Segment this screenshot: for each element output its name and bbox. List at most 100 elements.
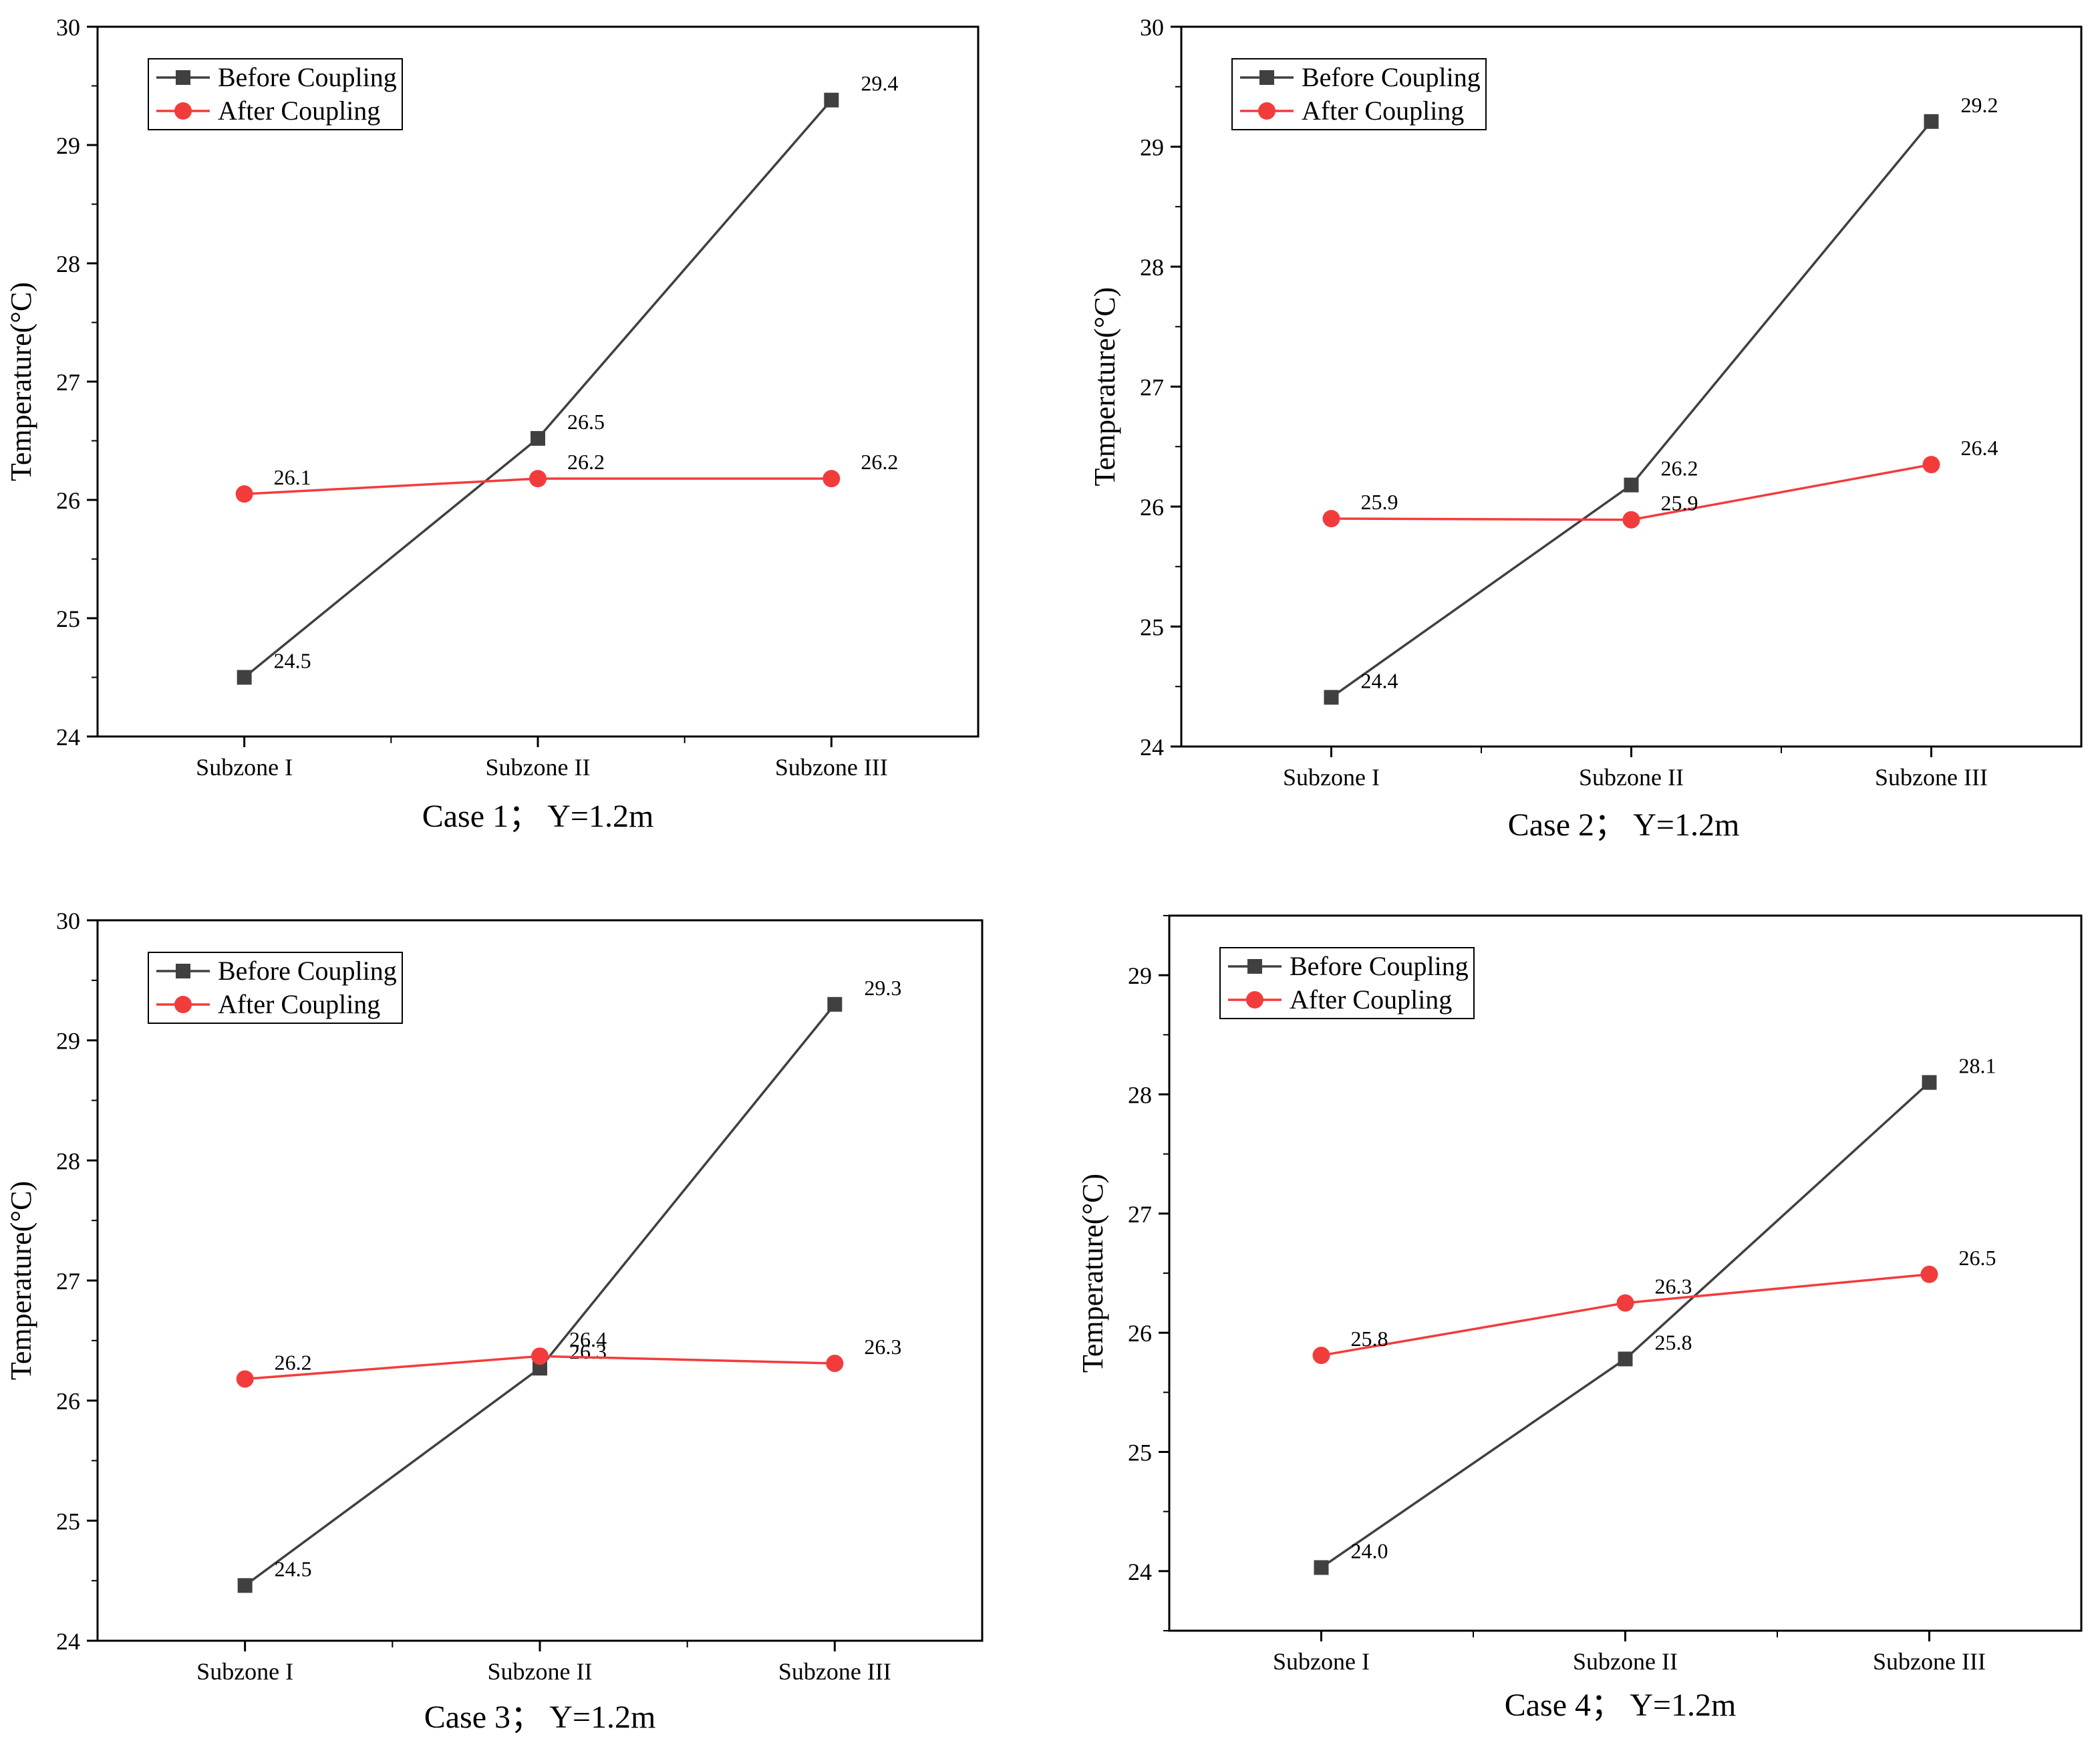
legend-box [1231, 58, 1487, 130]
y-axis-title: Temperature(°C) [1088, 287, 1121, 487]
data-point-before [1624, 477, 1639, 493]
y-tick-label: 29 [1140, 134, 1164, 161]
data-label: 29.2 [1961, 93, 1998, 117]
y-tick-label: 27 [56, 1268, 80, 1295]
y-tick-label: 24 [1128, 1559, 1152, 1585]
data-label: 26.3 [569, 1339, 607, 1363]
data-point-before [1324, 690, 1339, 705]
y-tick-label: 25 [56, 606, 80, 632]
legend-marker-circle [1258, 102, 1276, 120]
legend-label: Before Coupling [1302, 62, 1481, 92]
y-tick-label: 25 [1128, 1440, 1152, 1466]
legend-marker-square [1247, 959, 1262, 974]
data-label: 26.2 [861, 450, 898, 474]
legend-box [148, 58, 403, 130]
legend-label: Before Coupling [218, 956, 397, 986]
data-point-after [236, 1370, 254, 1388]
data-point-after [826, 1354, 844, 1372]
data-label: 26.3 [864, 1335, 901, 1359]
data-label: 28.1 [1959, 1054, 1996, 1078]
data-label: 24.5 [274, 649, 311, 673]
series-line-before [1320, 1081, 1930, 1569]
data-point-after [822, 470, 841, 488]
data-point-after [1312, 1347, 1330, 1365]
y-tick-label: 30 [56, 14, 80, 41]
legend-marker-square [1259, 70, 1274, 85]
data-label: 26.3 [1655, 1274, 1692, 1299]
data-label: 25.9 [1661, 491, 1698, 515]
data-label: 26.2 [1661, 456, 1698, 481]
plot-frame [96, 919, 984, 1642]
data-label: 26.2 [567, 450, 605, 474]
x-tick-label: Subzone II [1573, 1648, 1678, 1675]
legend-marker-square [176, 964, 190, 978]
legend-marker-circle [1246, 991, 1263, 1009]
legend-label: After Coupling [1302, 96, 1464, 126]
y-axis-title: Temperature(°C) [1076, 1174, 1109, 1373]
chart-caption: Case 4； Y=1.2m [1505, 1688, 1737, 1723]
y-tick-label: 30 [1140, 14, 1164, 41]
x-tick-label: Subzone III [778, 1658, 891, 1685]
data-point-before [531, 430, 545, 446]
y-tick-label: 24 [56, 724, 80, 751]
data-point-after [529, 470, 547, 488]
x-tick-label: Subzone I [196, 754, 293, 781]
y-tick-label: 24 [56, 1628, 80, 1655]
legend-label: After Coupling [218, 989, 380, 1019]
data-label: 25.8 [1351, 1327, 1388, 1351]
y-tick-label: 26 [56, 1388, 80, 1415]
data-point-after [531, 1347, 549, 1365]
chart-caption: Case 3； Y=1.2m [424, 1700, 656, 1735]
data-point-before [1924, 114, 1939, 129]
x-tick-label: Subzone II [488, 1658, 593, 1685]
legend-label: Before Coupling [1290, 951, 1469, 981]
y-tick-label: 29 [56, 132, 80, 159]
data-point-after [1922, 456, 1940, 474]
data-label: 29.4 [861, 72, 898, 96]
y-tick-label: 24 [1140, 734, 1164, 761]
y-tick-label: 28 [1140, 254, 1164, 281]
y-axis-title: Temperature(°C) [5, 1181, 37, 1380]
data-label: 26.2 [275, 1350, 312, 1374]
data-label: 26.4 [569, 1327, 607, 1351]
legend-label: Before Coupling [218, 62, 397, 92]
y-tick-label: 26 [1140, 494, 1164, 521]
data-point-before [237, 670, 252, 685]
y-tick-label: 28 [56, 1148, 80, 1174]
data-label: 26.5 [1959, 1246, 1996, 1270]
data-point-after [1616, 1294, 1634, 1312]
data-label: 26.1 [274, 465, 311, 489]
y-tick-label: 27 [1140, 374, 1164, 401]
y-axis-title: Temperature(°C) [5, 282, 37, 481]
data-label: 24.4 [1361, 668, 1398, 692]
data-point-before [1922, 1075, 1937, 1090]
chart-panel-1: 24 25 26 27 28 29 30 Subzone I Subzone II Subzone… [5, 14, 980, 834]
legend-marker-circle [174, 102, 192, 120]
x-tick-label: Subzone III [775, 754, 888, 781]
y-tick-label: 29 [1128, 962, 1152, 989]
series-line-after [1321, 1273, 1930, 1357]
plot-frame [1168, 914, 2083, 1632]
y-tick-label: 28 [56, 251, 80, 277]
legend-label: After Coupling [218, 96, 380, 126]
x-tick-label: Subzone II [486, 754, 591, 781]
y-tick-label: 30 [56, 908, 80, 934]
chart-caption: Case 2； Y=1.2m [1508, 807, 1740, 843]
y-tick-label: 28 [1128, 1082, 1152, 1109]
data-point-after [1920, 1265, 1938, 1283]
legend-marker-circle [174, 996, 192, 1013]
y-tick-label: 27 [56, 369, 80, 396]
data-label: 26.4 [1961, 436, 1998, 460]
data-label: 24.5 [275, 1557, 312, 1581]
legend-box [148, 952, 403, 1024]
x-tick-label: Subzone I [1283, 764, 1380, 791]
data-point-before [1314, 1560, 1329, 1575]
chart-panel-3: 24 25 26 27 28 29 30 Subzone I Subzone II Subzone… [5, 908, 984, 1735]
x-tick-label: Subzone I [196, 1658, 293, 1685]
data-point-after [1622, 511, 1640, 529]
y-tick-label: 27 [1128, 1201, 1152, 1228]
x-tick-label: Subzone III [1875, 764, 1988, 791]
data-point-before [237, 1578, 253, 1593]
data-label: 25.9 [1361, 490, 1398, 514]
